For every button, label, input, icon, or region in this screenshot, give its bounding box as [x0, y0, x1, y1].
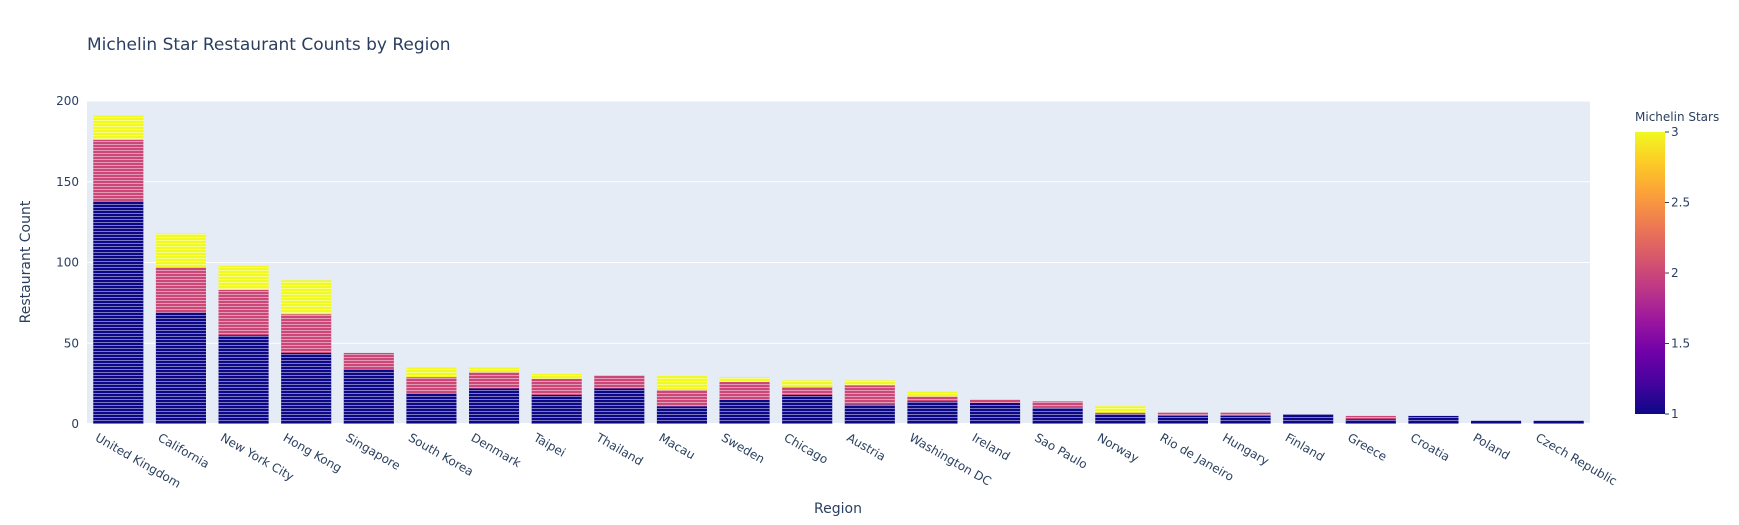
bar-segment-texture	[469, 388, 520, 424]
bar-segment-texture	[281, 280, 332, 315]
bar-segment-texture	[844, 404, 895, 424]
x-tick-label: Hungary	[1220, 430, 1271, 468]
colorbar-tick-label: 2	[1671, 266, 1679, 280]
bar-segment-texture	[1408, 415, 1459, 424]
colorbar-tick-label: 1	[1671, 407, 1679, 421]
bar-segment-texture	[343, 352, 394, 370]
x-tick-label: Macau	[656, 430, 697, 462]
bar-segment-texture	[782, 380, 833, 387]
bar-segment-texture	[782, 386, 833, 395]
bar-segment-texture	[406, 393, 457, 424]
bar-segment-texture	[719, 399, 770, 424]
colorbar: Michelin Stars 1 1.5 2 2.5 3	[1635, 110, 1719, 421]
bar-segment-texture	[1095, 414, 1146, 424]
x-axis-title: Region	[814, 501, 862, 517]
bar-segment-texture	[656, 390, 707, 407]
bar-segment-texture	[218, 265, 269, 290]
bar-segment-texture	[1220, 412, 1271, 416]
bar-segment-texture	[469, 372, 520, 389]
bars	[93, 115, 1584, 424]
bar-segment-texture	[1283, 414, 1334, 424]
bar-segment-texture	[155, 267, 206, 313]
colorbar-tick-label: 2.5	[1671, 196, 1690, 210]
bar-segment-texture	[719, 382, 770, 400]
chart-title: Michelin Star Restaurant Counts by Regio…	[87, 35, 451, 55]
bar-segment-texture	[93, 115, 144, 140]
bar-segment-texture	[844, 385, 895, 405]
bar-segment-texture	[970, 399, 1021, 404]
bar-segment-texture	[907, 391, 958, 397]
bar-segment-texture	[656, 375, 707, 391]
bar-segment-texture	[531, 373, 582, 379]
bar-segment-texture	[594, 375, 645, 389]
colorbar-gradient	[1635, 132, 1665, 414]
bar-segment-texture	[719, 377, 770, 383]
x-tick-label: Finland	[1283, 430, 1327, 464]
y-tick-label: 200	[56, 94, 79, 108]
bar-segment-texture	[970, 403, 1021, 424]
bar-segment-texture	[531, 378, 582, 395]
bar-segment-texture	[218, 289, 269, 336]
y-tick-labels: 0 50 100 150 200	[56, 94, 79, 431]
colorbar-title: Michelin Stars	[1635, 110, 1719, 124]
y-axis-title: Restaurant Count	[18, 200, 34, 323]
bar-segment-texture	[531, 394, 582, 424]
bar-segment-texture	[844, 380, 895, 386]
y-tick-label: 0	[71, 417, 79, 431]
bar-segment-texture	[93, 139, 144, 202]
bar-segment-texture	[1533, 420, 1584, 424]
bar-segment-texture	[1345, 415, 1396, 420]
y-tick-label: 100	[56, 256, 79, 270]
bar-segment-texture	[1220, 415, 1271, 424]
bar-segment-texture	[656, 406, 707, 424]
x-tick-label: Denmark	[469, 430, 524, 470]
bar-segment-texture	[1345, 419, 1396, 424]
bar-segment-texture	[406, 367, 457, 378]
x-tick-label: Singapore	[343, 430, 402, 472]
x-tick-label: Czech Republic	[1533, 430, 1619, 488]
bar-segment-texture	[1095, 406, 1146, 413]
x-tick-label: Poland	[1471, 430, 1513, 462]
bar-segment-texture	[281, 352, 332, 424]
bar-segment-texture	[1471, 420, 1522, 424]
x-tick-label: Sweden	[719, 430, 767, 466]
y-tick-label: 50	[64, 336, 79, 350]
y-gridlines	[87, 100, 1590, 425]
x-tick-label: Croatia	[1408, 430, 1452, 464]
colorbar-tick-labels: 1 1.5 2 2.5 3	[1665, 125, 1690, 421]
x-tick-label: South Korea	[406, 430, 476, 478]
bar-segment-texture	[1157, 412, 1208, 416]
bar-segment-texture	[343, 369, 394, 424]
bar-segment-texture	[782, 394, 833, 424]
bar-segment-texture	[155, 312, 206, 424]
bar-segment-texture	[469, 367, 520, 373]
bar-segment-texture	[1032, 401, 1083, 408]
x-tick-label: Taipei	[530, 430, 568, 460]
bar-segment-texture	[594, 388, 645, 424]
x-tick-label: Chicago	[782, 430, 831, 466]
bar-segment-texture	[1032, 407, 1083, 424]
bar-segment-texture	[406, 377, 457, 394]
x-tick-label: Norway	[1095, 430, 1141, 465]
bar-segment-texture	[1095, 412, 1146, 415]
x-tick-label: Thailand	[593, 430, 646, 468]
bar-segment-texture	[1157, 415, 1208, 424]
colorbar-tick-label: 1.5	[1671, 337, 1690, 351]
x-tick-label: Sao Paulo	[1032, 430, 1090, 471]
y-tick-label: 150	[56, 175, 79, 189]
bar-segment-texture	[907, 396, 958, 402]
bar-segment-texture	[907, 401, 958, 424]
x-tick-label: Austria	[844, 430, 888, 463]
colorbar-tick-label: 3	[1671, 125, 1679, 139]
x-tick-label: Ireland	[970, 430, 1013, 463]
bar-segment-texture	[155, 233, 206, 268]
x-tick-label: California	[155, 430, 211, 471]
bar-segment-texture	[93, 201, 144, 424]
x-tick-label: Greece	[1345, 430, 1389, 463]
bar-segment-texture	[281, 314, 332, 353]
bar-segment-texture	[218, 335, 269, 424]
